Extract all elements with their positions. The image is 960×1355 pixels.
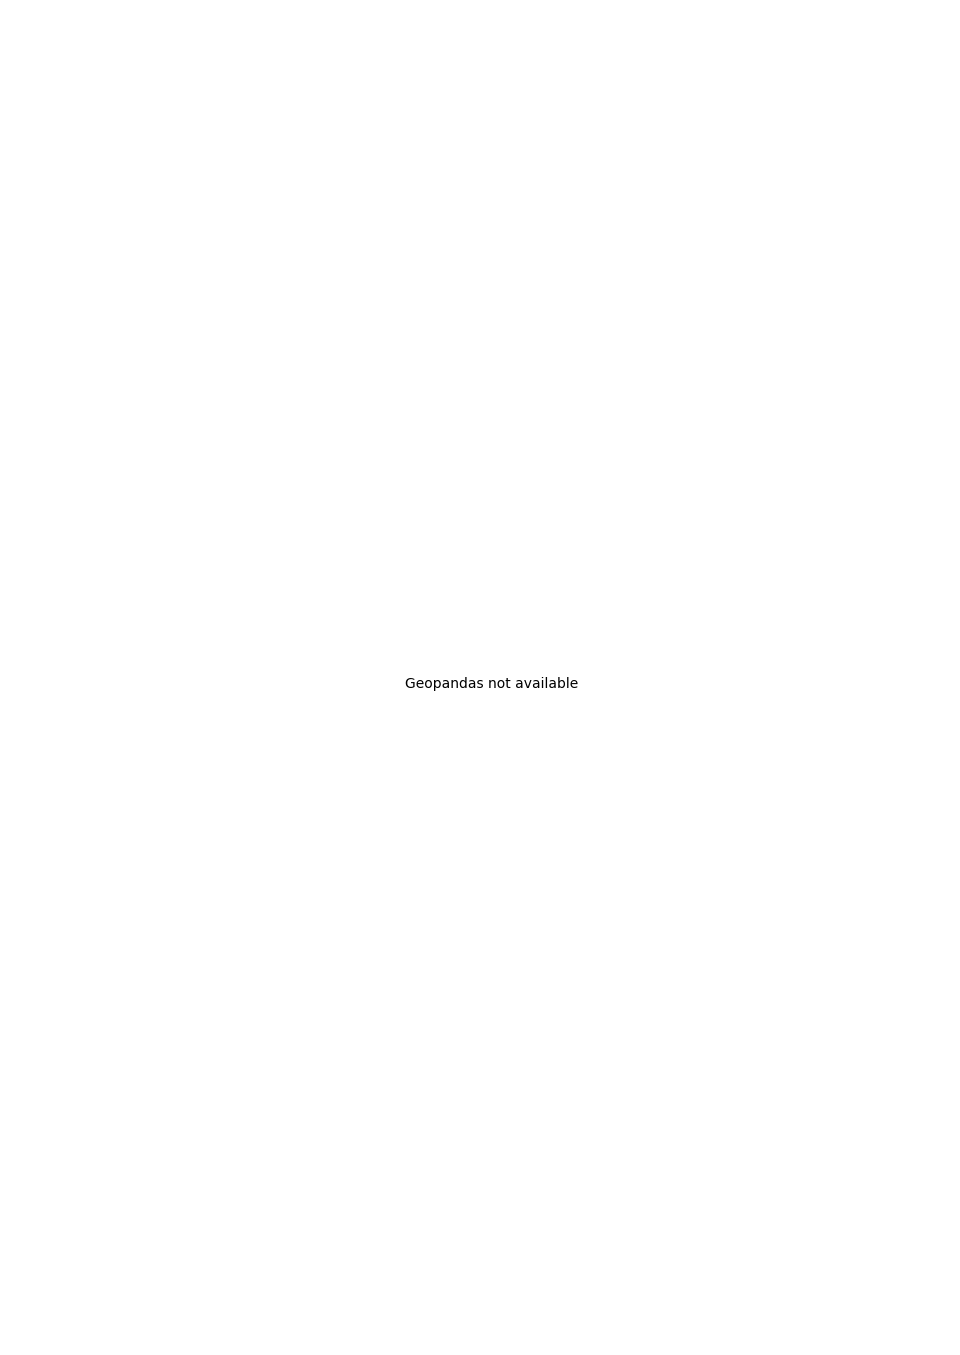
- Text: Geopandas not available: Geopandas not available: [405, 678, 579, 691]
